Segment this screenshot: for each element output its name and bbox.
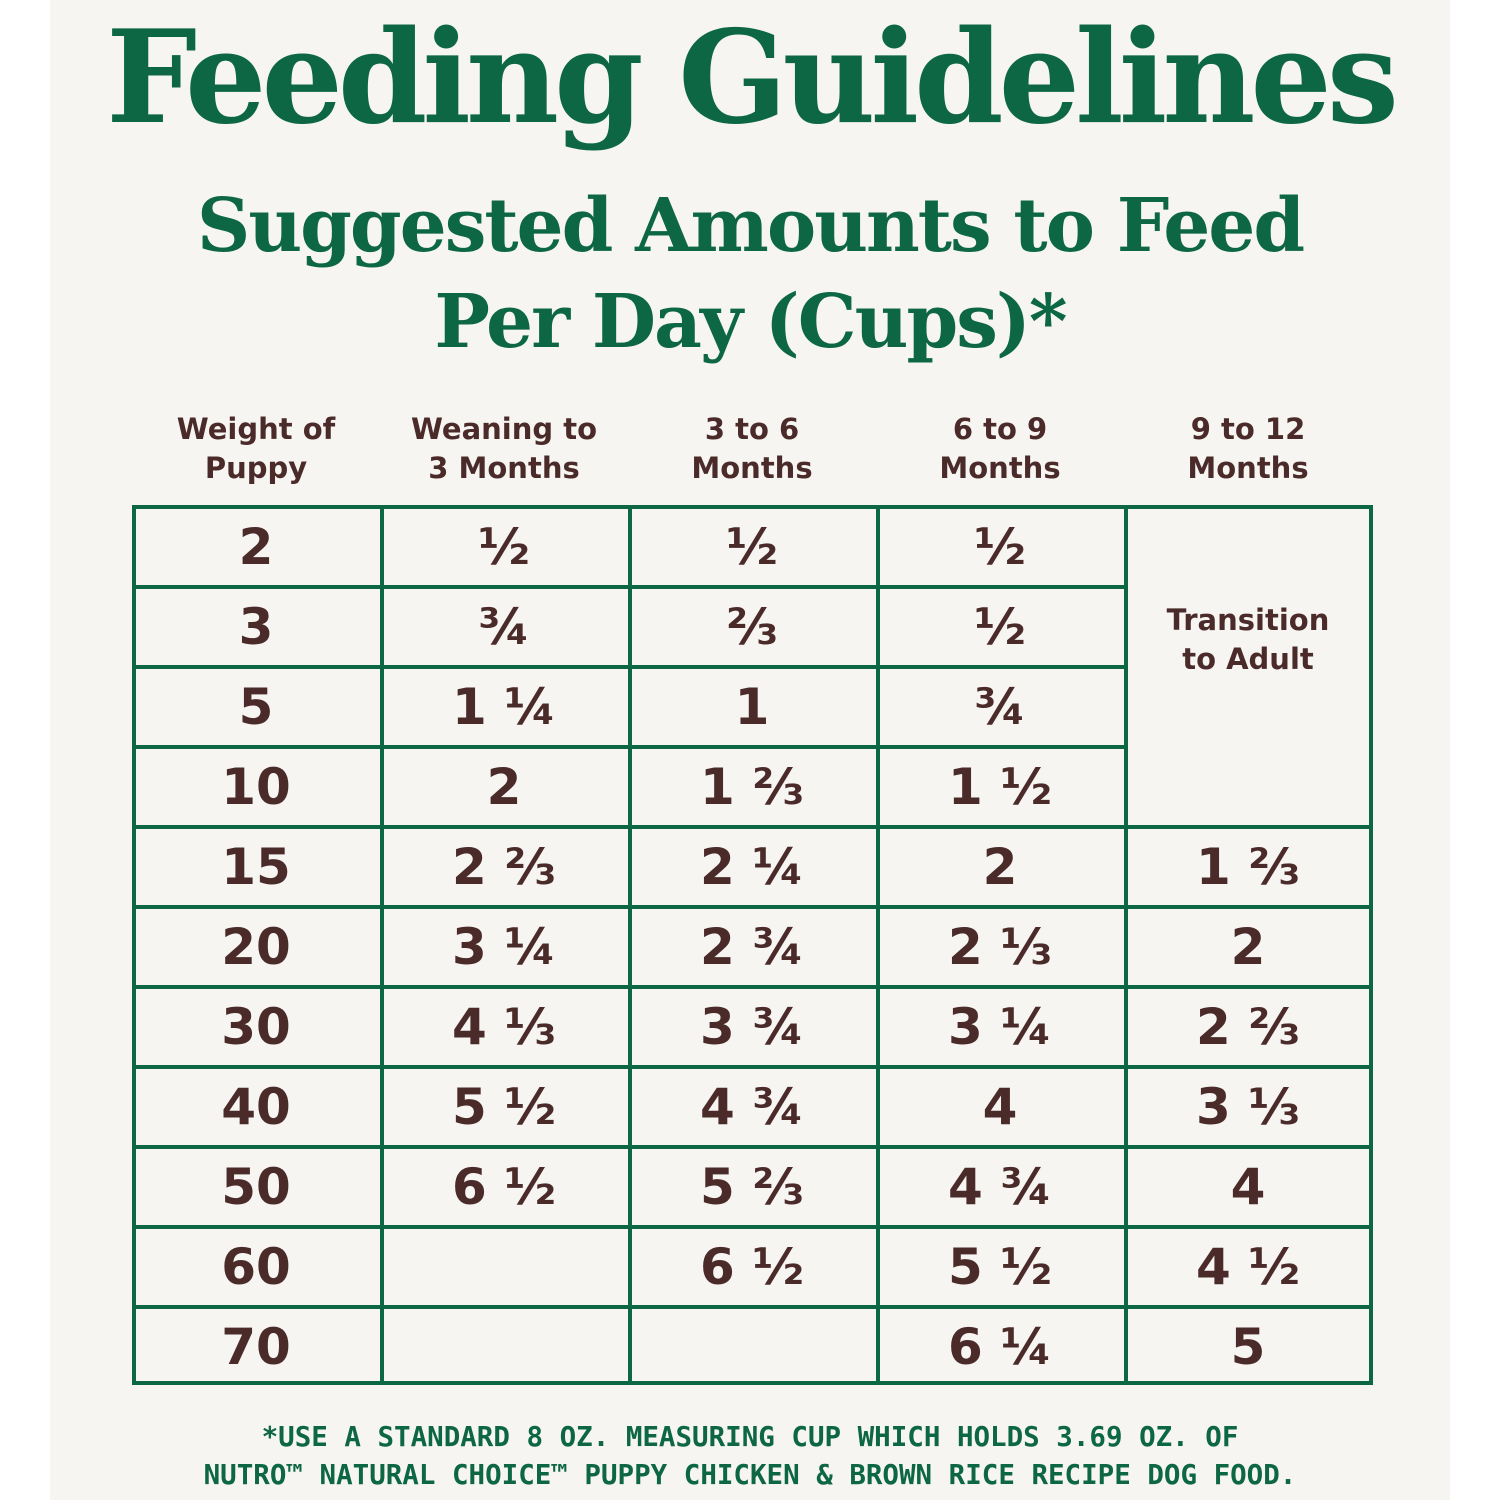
table-cell-m3_6 xyxy=(628,1307,876,1387)
header-9-12-months: 9 to 12 Months xyxy=(1124,410,1372,494)
feeding-table: 2 ½ ½ ½ 3 ¾ ⅔ ½ 5 1 ¼ 1 ¾ 10 2 1 ⅔ 1 ½ 15 2 ⅔ 2 ¼ 2 1 ⅔ 20 3 ¼… xyxy=(132,505,1373,1385)
table-cell-m3_6: 1 ⅔ xyxy=(700,758,804,816)
table-cell-weaning: 2 ⅔ xyxy=(452,838,556,896)
table-cell-m3_6: ½ xyxy=(726,518,778,576)
header-3-6-months-line-1: 3 to 6 xyxy=(704,412,800,446)
page-subtitle: Suggested Amounts to Feed Per Day (Cups)… xyxy=(0,178,1500,370)
table-cell-m3_6: 6 ½ xyxy=(700,1238,804,1296)
table-cell-m9_12: 2 ⅔ xyxy=(1196,998,1300,1056)
table-cell-weight: 20 xyxy=(221,918,291,976)
table-cell-m6_9: 2 ⅓ xyxy=(948,918,1052,976)
header-3-6-months-line-2: Months xyxy=(691,451,813,485)
table-cell-m3_6: 2 ¾ xyxy=(700,918,804,976)
table-cell-m6_9: 2 xyxy=(982,838,1018,896)
table-cell-m6_9: 4 xyxy=(982,1078,1018,1136)
table-cell-weaning xyxy=(380,1227,628,1307)
table-cell-weight: 2 xyxy=(238,518,274,576)
table-cell-m3_6: 5 ⅔ xyxy=(700,1158,804,1216)
header-weaning-3-months-line-2: 3 Months xyxy=(428,451,580,485)
subtitle-line-2: Per Day (Cups)* xyxy=(434,279,1067,365)
table-cell-m9_12: 2 xyxy=(1230,918,1266,976)
table-cell-weaning: 4 ⅓ xyxy=(452,998,556,1056)
table-cell-weight: 10 xyxy=(221,758,291,816)
page-title: Feeding Guidelines xyxy=(106,3,1399,153)
header-weaning-3-months: Weaning to 3 Months xyxy=(380,410,628,494)
footnote-line-2: NUTRO™ NATURAL CHOICE™ PUPPY CHICKEN & B… xyxy=(203,1459,1297,1491)
table-cell-weight: 70 xyxy=(221,1318,291,1376)
table-cell-weaning: ¾ xyxy=(478,598,530,656)
table-cell-m3_6: ⅔ xyxy=(726,598,778,656)
table-cell-weight: 5 xyxy=(238,678,274,736)
header-6-9-months-line-1: 6 to 9 xyxy=(952,412,1048,446)
table-cell-weaning: 5 ½ xyxy=(452,1078,556,1136)
footnote: *USE A STANDARD 8 OZ. MEASURING CUP WHIC… xyxy=(0,1418,1500,1494)
table-cell-m6_9: ¾ xyxy=(974,678,1026,736)
table-cell-m9_12: 3 ⅓ xyxy=(1196,1078,1300,1136)
table-cell-weaning: ½ xyxy=(478,518,530,576)
table-cell-weight: 3 xyxy=(238,598,274,656)
table-cell-m3_6: 2 ¼ xyxy=(700,838,804,896)
header-weight-line-1: Weight of xyxy=(176,412,336,446)
table-cell-weight: 30 xyxy=(221,998,291,1056)
table-cell-m6_9: 4 ¾ xyxy=(948,1158,1052,1216)
table-cell-m3_6: 4 ¾ xyxy=(700,1078,804,1136)
footnote-line-1: *USE A STANDARD 8 OZ. MEASURING CUP WHIC… xyxy=(261,1421,1239,1453)
table-cell-weight: 40 xyxy=(221,1078,291,1136)
table-cell-weaning xyxy=(380,1307,628,1387)
table-cell-m6_9: 6 ¼ xyxy=(948,1318,1052,1376)
table-cell-m9_12: 1 ⅔ xyxy=(1196,838,1300,896)
header-weight: Weight of Puppy xyxy=(132,410,380,494)
header-9-12-months-line-2: Months xyxy=(1187,451,1309,485)
table-cell-weaning: 2 xyxy=(486,758,522,816)
transition-line-2: to Adult xyxy=(1182,642,1314,676)
table-cell-m6_9: ½ xyxy=(974,598,1026,656)
table-cell-m9_12: 5 xyxy=(1230,1318,1266,1376)
transition-to-adult-note: Transition to Adult xyxy=(1124,505,1372,775)
table-cell-m6_9: 3 ¼ xyxy=(948,998,1052,1056)
table-cell-weight: 50 xyxy=(221,1158,291,1216)
table-cell-m6_9: 1 ½ xyxy=(948,758,1052,816)
table-cell-m6_9: 5 ½ xyxy=(948,1238,1052,1296)
table-cell-weaning: 1 ¼ xyxy=(452,678,556,736)
table-cell-weight: 60 xyxy=(221,1238,291,1296)
transition-line-1: Transition xyxy=(1166,603,1330,637)
table-cell-weaning: 3 ¼ xyxy=(452,918,556,976)
table-cell-m9_12: 4 xyxy=(1230,1158,1266,1216)
header-weight-line-2: Puppy xyxy=(204,451,308,485)
header-6-9-months: 6 to 9 Months xyxy=(876,410,1124,494)
subtitle-line-1: Suggested Amounts to Feed xyxy=(196,183,1305,269)
header-9-12-months-line-1: 9 to 12 xyxy=(1190,412,1306,446)
table-cell-m9_12: 4 ½ xyxy=(1196,1238,1300,1296)
table-cell-m6_9: ½ xyxy=(974,518,1026,576)
table-cell-m3_6: 3 ¾ xyxy=(700,998,804,1056)
header-weaning-3-months-line-1: Weaning to xyxy=(410,412,598,446)
table-cell-weaning: 6 ½ xyxy=(452,1158,556,1216)
table-cell-weight: 15 xyxy=(221,838,291,896)
header-6-9-months-line-2: Months xyxy=(939,451,1061,485)
table-cell-m3_6: 1 xyxy=(734,678,770,736)
background-panel xyxy=(50,0,1450,1500)
header-3-6-months: 3 to 6 Months xyxy=(628,410,876,494)
table-grid-lines xyxy=(132,505,1373,1385)
